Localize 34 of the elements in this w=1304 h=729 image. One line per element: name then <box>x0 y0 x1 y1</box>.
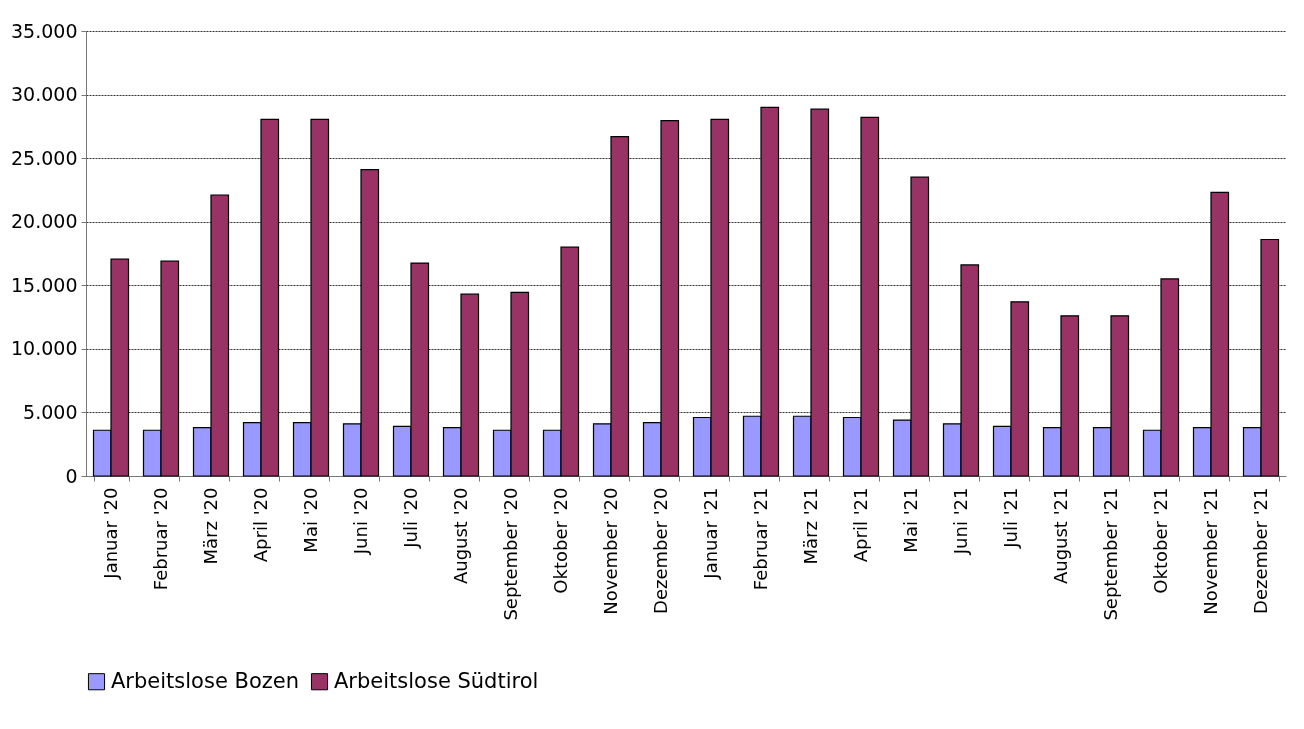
y-tick-label: 15.000 <box>11 273 78 296</box>
x-tick-label: Dezember '20 <box>649 487 671 614</box>
x-tick-label: Mai '20 <box>299 487 321 553</box>
y-tick-label: 35.000 <box>11 19 78 42</box>
y-tick-label: 5.000 <box>23 400 78 423</box>
y-tick-label: 30.000 <box>11 83 78 106</box>
x-tick-label: Januar '21 <box>699 487 721 580</box>
x-tick-label: Juli '21 <box>999 487 1021 549</box>
legend-label: Arbeitslose Bozen <box>111 668 299 693</box>
x-tick-label: November '20 <box>599 487 621 615</box>
y-tick-label: 10.000 <box>11 337 78 360</box>
x-tick-label: Juli '20 <box>399 487 421 549</box>
x-tick-label: Oktober '21 <box>1149 487 1171 594</box>
y-tick-label: 20.000 <box>11 210 78 233</box>
x-tick-label: März '20 <box>199 487 221 565</box>
y-tick-label: 25.000 <box>11 146 78 169</box>
x-tick-label: Februar '20 <box>149 487 171 591</box>
x-tick-label: März '21 <box>799 487 821 565</box>
x-tick-label: August '20 <box>449 487 471 585</box>
x-tick-label: Juni '21 <box>949 487 971 556</box>
x-tick-label: April '20 <box>249 487 271 563</box>
x-tick-label: Juni '20 <box>349 487 371 556</box>
x-tick-label: September '20 <box>499 487 521 621</box>
legend-label: Arbeitslose Südtirol <box>334 668 539 693</box>
x-tick-label: September '21 <box>1099 487 1121 621</box>
x-tick-label: Februar '21 <box>749 487 771 591</box>
x-tick-label: Oktober '20 <box>549 487 571 594</box>
x-tick-label: Januar '20 <box>99 487 121 580</box>
y-tick-label: 0 <box>65 464 78 487</box>
x-tick-label: August '21 <box>1049 487 1071 585</box>
x-tick-label: November '21 <box>1199 487 1221 615</box>
x-tick-label: April '21 <box>849 487 871 563</box>
x-tick-label: Dezember '21 <box>1249 487 1271 614</box>
x-tick-label: Mai '21 <box>899 487 921 553</box>
